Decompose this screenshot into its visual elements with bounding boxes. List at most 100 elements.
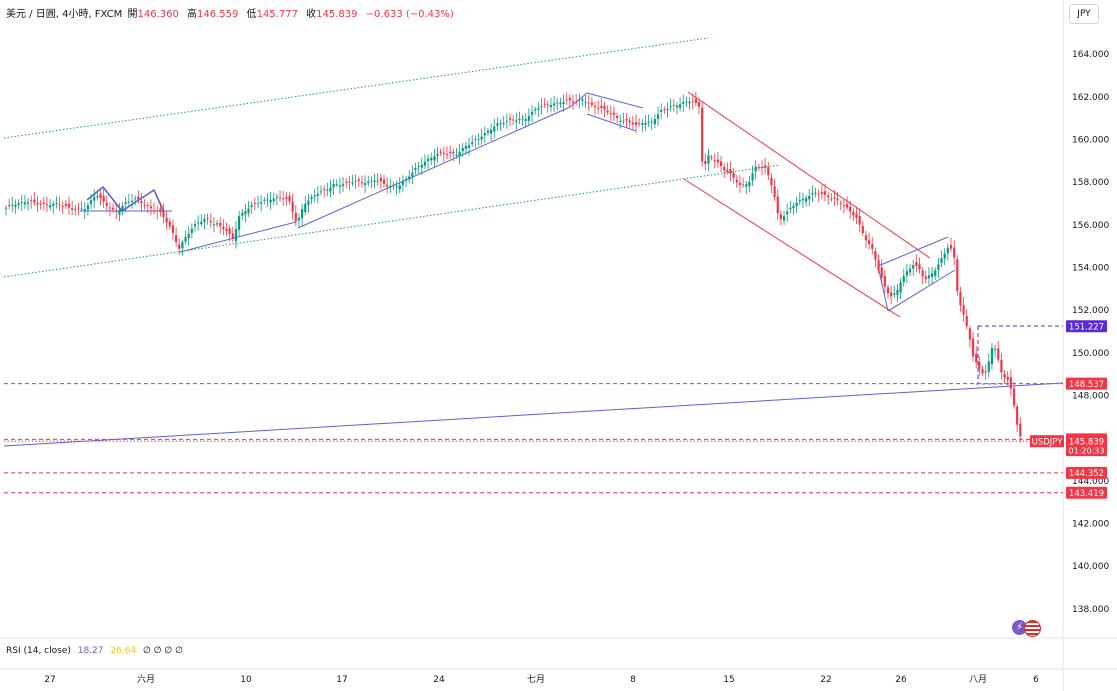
long-trendline[interactable]	[3, 382, 1064, 447]
wedge-breakdown[interactable]	[877, 265, 889, 312]
rsi-legend[interactable]: RSI (14, close) 18.27 26.64 ∅ ∅ ∅ ∅	[6, 646, 183, 656]
candle-body[interactable]	[215, 223, 219, 225]
candle-body[interactable]	[357, 179, 360, 181]
candle-body[interactable]	[269, 199, 272, 203]
candle-body[interactable]	[685, 101, 688, 103]
candle-body[interactable]	[937, 264, 940, 270]
candle-body[interactable]	[42, 202, 45, 204]
candle-body[interactable]	[140, 201, 143, 204]
candle-body[interactable]	[212, 224, 215, 226]
candle-body[interactable]	[30, 200, 33, 202]
symbol-title[interactable]: 美元 / 日圓, 4小時, FXCM	[6, 9, 123, 20]
candle-body[interactable]	[729, 169, 732, 174]
candle-body[interactable]	[461, 147, 464, 152]
candle-body[interactable]	[86, 205, 89, 210]
candle-body[interactable]	[559, 102, 562, 105]
candle-body[interactable]	[971, 338, 975, 357]
candle-body[interactable]	[319, 191, 323, 193]
candle-body[interactable]	[565, 99, 568, 101]
candle-body[interactable]	[770, 177, 773, 186]
candle-body[interactable]	[795, 202, 798, 207]
candle-body[interactable]	[962, 304, 965, 315]
price-tag[interactable]	[1066, 320, 1107, 333]
candle-body[interactable]	[490, 129, 493, 134]
candle-body[interactable]	[329, 187, 332, 192]
candle-body[interactable]	[326, 189, 329, 191]
candle-body[interactable]	[713, 159, 716, 161]
candle-body[interactable]	[518, 118, 521, 121]
candle-body[interactable]	[411, 172, 414, 177]
candle-body[interactable]	[304, 203, 307, 213]
candle-body[interactable]	[738, 182, 742, 186]
candle-body[interactable]	[124, 202, 127, 204]
candle-body[interactable]	[688, 101, 691, 104]
candle-body[interactable]	[868, 240, 871, 245]
candle-body[interactable]	[297, 217, 301, 221]
candle-body[interactable]	[83, 209, 86, 212]
candle-body[interactable]	[275, 196, 278, 198]
candle-body[interactable]	[398, 185, 401, 190]
candle-body[interactable]	[1016, 406, 1019, 425]
candle-body[interactable]	[379, 177, 382, 182]
candle-body[interactable]	[26, 202, 30, 204]
candle-body[interactable]	[1009, 377, 1012, 389]
candle-body[interactable]	[341, 184, 345, 186]
candle-body[interactable]	[609, 113, 612, 114]
candle-body[interactable]	[757, 166, 760, 168]
candle-body[interactable]	[433, 156, 436, 161]
candle-body[interactable]	[316, 194, 319, 196]
candle-body[interactable]	[890, 292, 893, 297]
price-tag[interactable]	[1066, 486, 1107, 499]
candle-body[interactable]	[704, 160, 707, 165]
candle-body[interactable]	[80, 208, 83, 210]
candle-body[interactable]	[845, 204, 849, 208]
candle-body[interactable]	[600, 105, 603, 109]
candle-body[interactable]	[716, 159, 719, 163]
candle-body[interactable]	[467, 145, 471, 148]
channel-lower-line[interactable]	[3, 164, 781, 278]
candle-body[interactable]	[883, 276, 886, 287]
candle-body[interactable]	[956, 259, 959, 291]
candle-body[interactable]	[77, 207, 80, 209]
candle-body[interactable]	[874, 251, 877, 260]
candle-body[interactable]	[1000, 360, 1003, 373]
candle-body[interactable]	[625, 118, 628, 121]
candle-body[interactable]	[105, 202, 108, 207]
candle-body[interactable]	[162, 210, 165, 217]
candle-body[interactable]	[656, 114, 660, 119]
candle-body[interactable]	[288, 196, 291, 202]
candle-body[interactable]	[45, 204, 49, 206]
candle-body[interactable]	[39, 203, 42, 205]
candle-body[interactable]	[247, 208, 250, 214]
candle-body[interactable]	[310, 196, 313, 199]
candle-body[interactable]	[754, 166, 757, 172]
candle-body[interactable]	[628, 120, 631, 123]
candle-body[interactable]	[168, 221, 171, 227]
candle-body[interactable]	[395, 186, 398, 188]
candle-body[interactable]	[987, 361, 990, 372]
candle-body[interactable]	[549, 105, 553, 108]
candle-body[interactable]	[527, 116, 530, 121]
candle-body[interactable]	[272, 198, 275, 202]
candle-body[interactable]	[266, 199, 269, 201]
candle-body[interactable]	[392, 184, 395, 186]
candle-body[interactable]	[301, 209, 304, 219]
candle-body[interactable]	[612, 112, 616, 115]
candle-body[interactable]	[849, 206, 852, 212]
candle-body[interactable]	[540, 106, 543, 108]
candle-body[interactable]	[965, 315, 968, 327]
candle-body[interactable]	[735, 179, 738, 183]
time-axis[interactable]: 27 六月 10 17 24 七月 8 15 22 26 八月 6	[44, 673, 1039, 685]
candle-body[interactable]	[499, 123, 502, 124]
candle-body[interactable]	[896, 289, 899, 296]
candle-body[interactable]	[912, 265, 915, 269]
support-line-june[interactable]	[179, 221, 297, 253]
candle-body[interactable]	[631, 122, 634, 125]
candle-body[interactable]	[764, 165, 767, 168]
candle-body[interactable]	[697, 102, 701, 107]
candle-body[interactable]	[820, 191, 823, 194]
candle-body[interactable]	[751, 173, 754, 181]
candle-body[interactable]	[417, 165, 420, 167]
candle-body[interactable]	[990, 348, 994, 364]
candle-body[interactable]	[852, 211, 855, 216]
